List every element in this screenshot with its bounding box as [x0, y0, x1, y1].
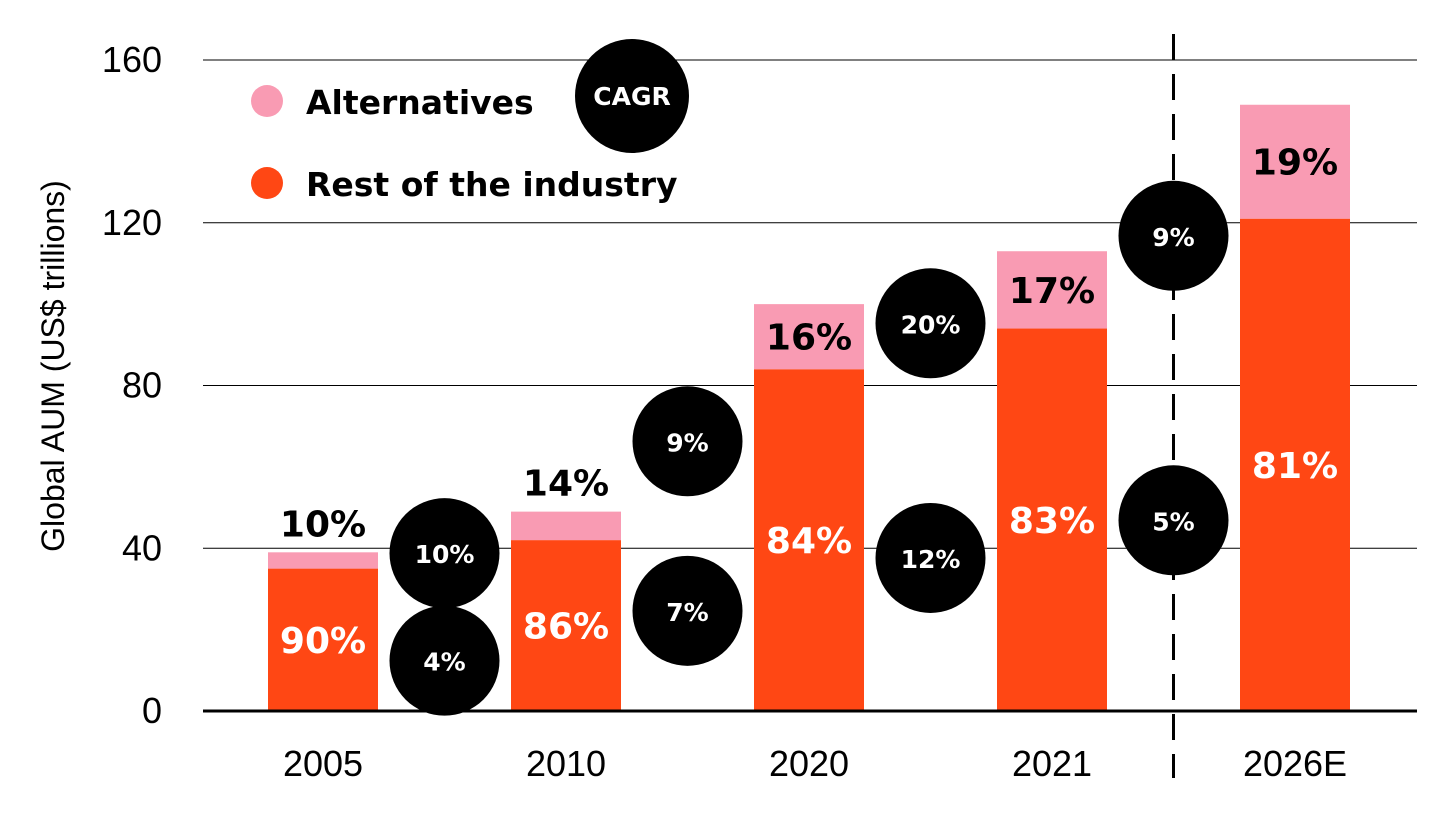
- legend-swatch-rest: [251, 167, 283, 199]
- bar-alternatives-2010: [511, 511, 621, 541]
- x-axis-ticks: 2005 2010 2020 2021 2026E: [283, 743, 1347, 784]
- bar-alternatives-2005: [268, 552, 378, 569]
- legend-swatch-alternatives: [251, 85, 283, 117]
- cagr-label-alternatives-2021-2026E: 9%: [1152, 223, 1194, 252]
- cagr-label-alternatives-2010-2020: 9%: [666, 428, 708, 457]
- cagr-bubble-alternatives-2005-2010: [389, 498, 500, 609]
- cagr-bubble-alternatives-2021-2026E: [1118, 180, 1229, 291]
- cagr-label-rest-2021-2026E: 5%: [1152, 507, 1194, 536]
- y-axis-label: Global AUM (US$ trillions): [35, 180, 71, 552]
- bar-alternatives-2021: [997, 251, 1107, 329]
- cagr-label-rest-2010-2020: 7%: [666, 598, 708, 627]
- y-axis-ticks: 0 40 80 120 160: [102, 39, 162, 731]
- label-alternatives-2010: 14%: [523, 464, 609, 505]
- cagr-bubble-rest-2010-2020: [632, 555, 743, 666]
- bar-rest-2026E: [1240, 218, 1350, 711]
- y-tick-label-120: 120: [102, 202, 162, 243]
- x-tick-label-2021: 2021: [1012, 743, 1092, 784]
- cagr-bubbles: 10% 4% 9% 7% 20% 12% 9% 5%: [389, 180, 1229, 716]
- y-tick-label-80: 80: [122, 365, 162, 406]
- cagr-bubble-rest-2020-2021: [875, 502, 986, 613]
- label-rest-2026E: 81%: [1252, 446, 1338, 487]
- x-tick-label-2010: 2010: [526, 743, 606, 784]
- bars: 90% 10% 86% 14% 84% 16% 83% 17% 81% 19%: [268, 104, 1350, 711]
- bar-rest-2020: [754, 369, 864, 711]
- bar-rest-2005: [268, 568, 378, 711]
- cagr-label-alternatives-2005-2010: 10%: [415, 540, 475, 569]
- bar-alternatives-2020: [754, 304, 864, 370]
- x-tick-label-2005: 2005: [283, 743, 363, 784]
- label-alternatives-2020: 16%: [766, 318, 852, 359]
- cagr-legend-label: CAGR: [593, 82, 670, 111]
- cagr-label-rest-2020-2021: 12%: [901, 545, 961, 574]
- label-alternatives-2005: 10%: [280, 504, 366, 545]
- x-tick-label-2026E: 2026E: [1243, 743, 1347, 784]
- x-tick-label-2020: 2020: [769, 743, 849, 784]
- label-rest-2020: 84%: [766, 521, 852, 562]
- y-tick-label-160: 160: [102, 39, 162, 80]
- bar-alternatives-2026E: [1240, 104, 1350, 219]
- legend-label-alternatives: Alternatives: [306, 83, 534, 122]
- cagr-bubble-rest-2021-2026E: [1118, 465, 1229, 576]
- label-alternatives-2021: 17%: [1009, 271, 1095, 312]
- cagr-legend-badge: [575, 39, 689, 153]
- cagr-label-alternatives-2020-2021: 20%: [901, 310, 961, 339]
- bar-rest-2021: [997, 328, 1107, 711]
- cagr-bubble-alternatives-2010-2020: [632, 386, 743, 497]
- cagr-label-rest-2005-2010: 4%: [423, 648, 465, 677]
- y-tick-label-0: 0: [142, 690, 162, 731]
- cagr-bubble-rest-2005-2010: [389, 605, 500, 716]
- label-rest-2010: 86%: [523, 607, 609, 648]
- label-alternatives-2026E: 19%: [1252, 143, 1338, 184]
- cagr-bubble-alternatives-2020-2021: [875, 268, 986, 379]
- y-tick-label-40: 40: [122, 527, 162, 568]
- label-rest-2005: 90%: [280, 621, 366, 662]
- legend: Alternatives Rest of the industry CAGR: [251, 39, 689, 204]
- label-rest-2021: 83%: [1009, 501, 1095, 542]
- bar-rest-2010: [511, 540, 621, 711]
- legend-label-rest: Rest of the industry: [306, 165, 677, 204]
